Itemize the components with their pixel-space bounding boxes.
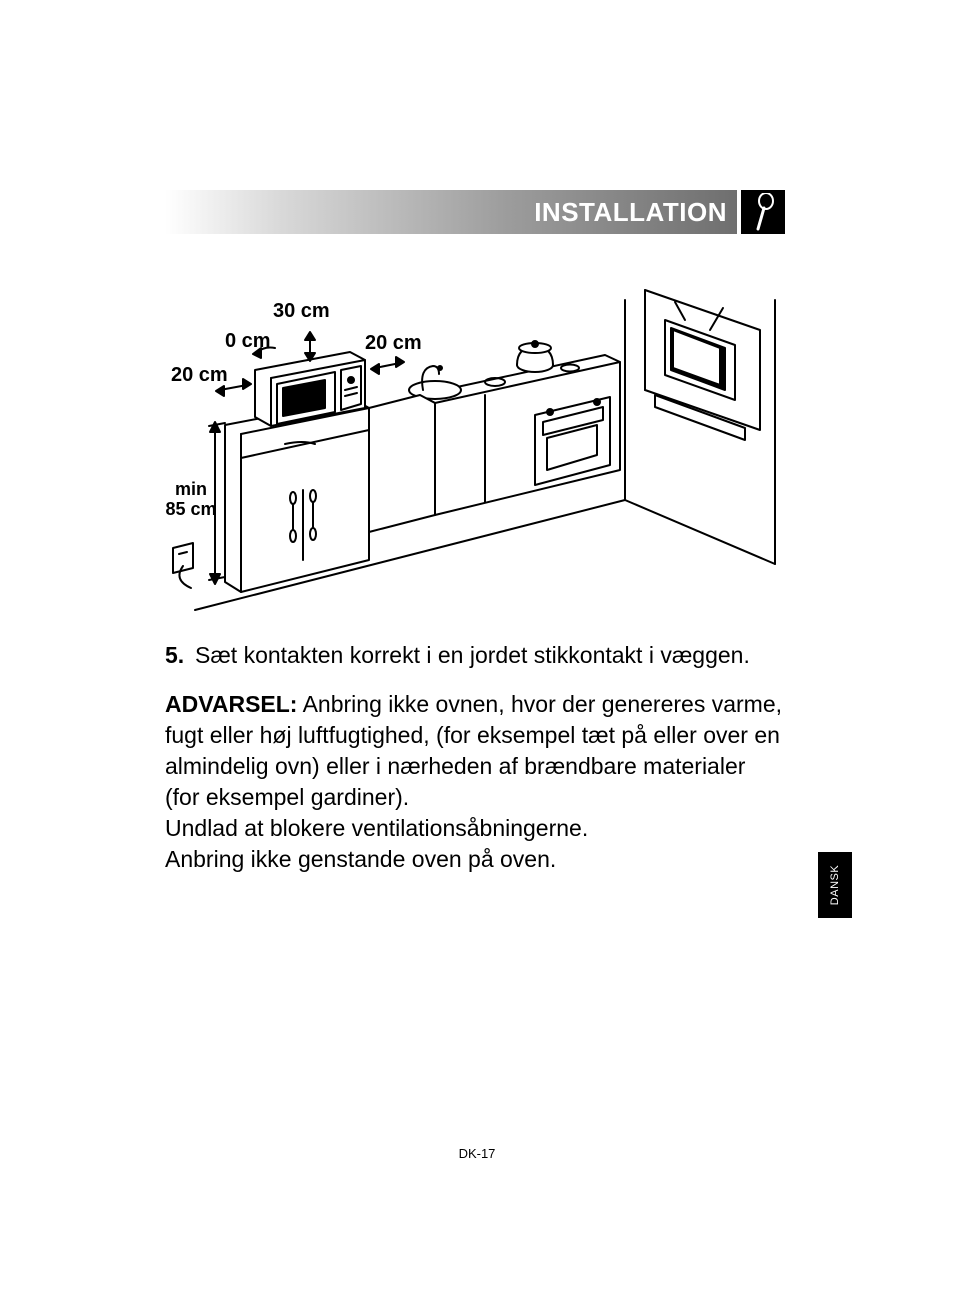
section-header: INSTALLATION [165, 190, 785, 234]
language-tab-label: DANSK [829, 865, 841, 905]
dim-left-label: 20 cm [171, 364, 228, 386]
header-gradient: INSTALLATION [165, 190, 737, 234]
header-title: INSTALLATION [534, 197, 727, 228]
dim-right-label: 20 cm [365, 332, 422, 354]
dim-height-line1: min [175, 479, 207, 499]
warning-line2: Undlad at blokere ventilationsåbningerne… [165, 813, 785, 844]
dim-back-label: 0 cm [225, 330, 271, 352]
language-tab: DANSK [818, 852, 852, 918]
dim-top-label: 30 cm [273, 300, 330, 322]
installation-diagram: 30 cm 0 cm 20 cm 20 cm min 85 cm [165, 240, 785, 620]
step-5: 5. Sæt kontakten korrekt i en jordet sti… [165, 640, 785, 671]
page-content: INSTALLATION [165, 190, 785, 875]
warning-label: ADVARSEL: [165, 691, 297, 717]
step-number: 5. [165, 640, 195, 671]
warning-paragraph: ADVARSEL: Anbring ikke ovnen, hvor der g… [165, 689, 785, 813]
step-text: Sæt kontakten korrekt i en jordet stikko… [195, 640, 785, 671]
page-number: DK-17 [0, 1146, 954, 1161]
dim-height-label: min 85 cm [165, 480, 217, 520]
spoon-icon [741, 190, 785, 234]
warning-line3: Anbring ikke genstande oven på oven. [165, 844, 785, 875]
dim-height-line2: 85 cm [165, 499, 216, 519]
body-text: 5. Sæt kontakten korrekt i en jordet sti… [165, 640, 785, 875]
